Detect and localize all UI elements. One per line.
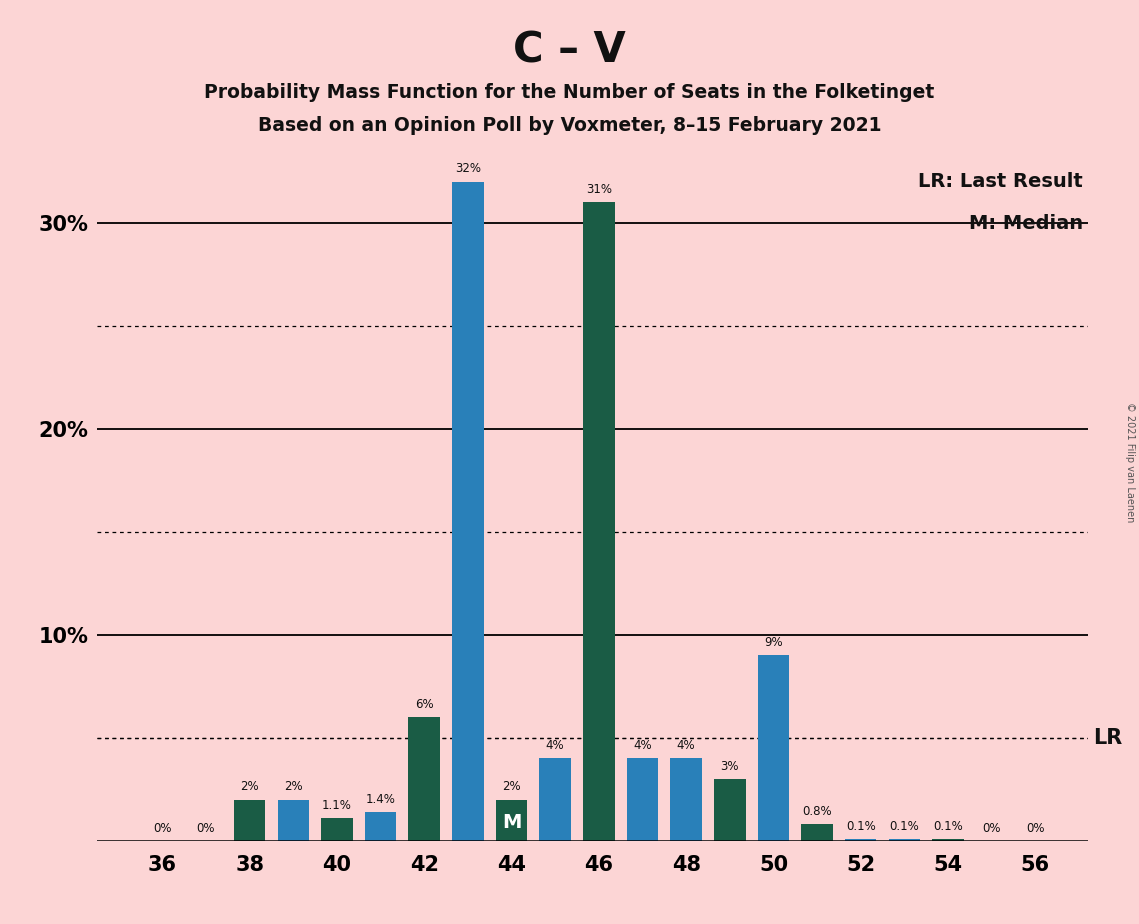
Text: © 2021 Filip van Laenen: © 2021 Filip van Laenen xyxy=(1125,402,1134,522)
Text: 31%: 31% xyxy=(585,183,612,196)
Text: 2%: 2% xyxy=(240,781,259,794)
Text: 0%: 0% xyxy=(197,821,215,834)
Text: 32%: 32% xyxy=(454,163,481,176)
Text: M: Median: M: Median xyxy=(968,214,1083,233)
Text: 0%: 0% xyxy=(983,821,1001,834)
Text: 4%: 4% xyxy=(546,739,565,752)
Text: LR: Last Result: LR: Last Result xyxy=(918,172,1083,191)
Text: 1.1%: 1.1% xyxy=(322,799,352,812)
Text: 0%: 0% xyxy=(153,821,172,834)
Text: Based on an Opinion Poll by Voxmeter, 8–15 February 2021: Based on an Opinion Poll by Voxmeter, 8–… xyxy=(257,116,882,136)
Text: 4%: 4% xyxy=(633,739,652,752)
Text: M: M xyxy=(502,813,522,832)
Bar xyxy=(409,717,440,841)
Text: 3%: 3% xyxy=(721,760,739,772)
Bar xyxy=(233,799,265,841)
Bar xyxy=(626,759,658,841)
Text: Probability Mass Function for the Number of Seats in the Folketinget: Probability Mass Function for the Number… xyxy=(204,83,935,103)
Bar xyxy=(452,182,484,841)
Bar xyxy=(845,839,877,841)
Text: 4%: 4% xyxy=(677,739,696,752)
Bar xyxy=(278,799,309,841)
Bar xyxy=(540,759,571,841)
Bar xyxy=(364,812,396,841)
Bar xyxy=(495,799,527,841)
Text: LR: LR xyxy=(1092,728,1122,748)
Text: 0.1%: 0.1% xyxy=(933,820,962,833)
Text: 0.1%: 0.1% xyxy=(846,820,876,833)
Bar xyxy=(802,824,833,841)
Text: C – V: C – V xyxy=(514,30,625,71)
Text: 0%: 0% xyxy=(1026,821,1044,834)
Bar xyxy=(888,839,920,841)
Bar xyxy=(933,839,964,841)
Bar xyxy=(671,759,702,841)
Text: 6%: 6% xyxy=(415,698,434,711)
Bar xyxy=(714,779,746,841)
Bar xyxy=(321,818,353,841)
Text: 0.1%: 0.1% xyxy=(890,820,919,833)
Text: 0.8%: 0.8% xyxy=(802,805,831,818)
Text: 9%: 9% xyxy=(764,637,782,650)
Text: 1.4%: 1.4% xyxy=(366,793,395,806)
Bar xyxy=(583,202,615,841)
Bar xyxy=(757,655,789,841)
Text: 2%: 2% xyxy=(502,781,521,794)
Text: 2%: 2% xyxy=(284,781,303,794)
